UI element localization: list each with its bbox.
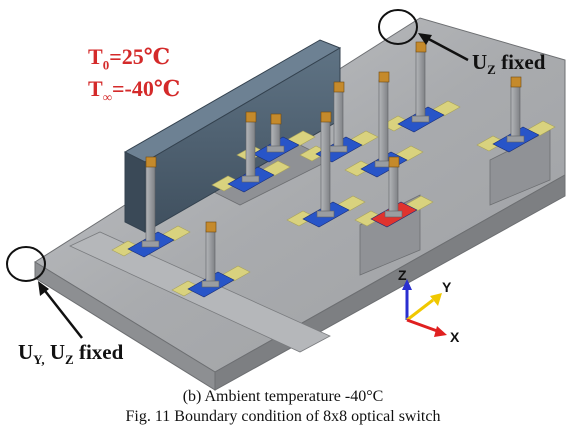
initial-temperature-label: T0=25℃ (88, 44, 171, 73)
switch-post (378, 79, 389, 166)
switch-post-foot (329, 145, 348, 153)
switch-tab (245, 111, 257, 123)
post-layer (141, 41, 525, 288)
switch-post-foot (316, 210, 335, 218)
subfigure-caption: (b) Ambient temperature -40°C (182, 388, 384, 405)
y-axis-head (430, 293, 442, 306)
x-axis-label: X (450, 329, 460, 345)
switch-post (415, 49, 426, 121)
z-axis-label: Z (398, 267, 407, 283)
switch-tab (333, 81, 345, 93)
switch-post-foot (384, 210, 403, 218)
switch-post-foot (266, 145, 285, 153)
bc-arrow-bottom-left (41, 286, 83, 339)
switch-tab (145, 156, 157, 168)
switch-post (205, 229, 216, 286)
bc-arrow-top-right (422, 34, 469, 62)
bc-arrowhead-bottom-left (38, 281, 49, 296)
switch-post (510, 84, 521, 141)
switch-post (320, 119, 331, 216)
switch-tab (415, 41, 427, 53)
switch-tab (270, 113, 282, 125)
bottom-left-boundary-label: UY, UZ fixed (18, 340, 124, 368)
switch-tab (205, 221, 217, 233)
switch-post (245, 119, 256, 181)
cover-beam (123, 39, 342, 233)
switch-post (145, 164, 156, 246)
switch-tab (510, 76, 522, 88)
bc-circle-top-right (378, 9, 418, 45)
switch-post (388, 164, 399, 216)
switch-post-foot (201, 280, 220, 288)
switch-post-foot (411, 115, 430, 123)
switch-tab (388, 156, 400, 168)
switch-post (333, 89, 344, 151)
switch-post-foot (506, 135, 525, 143)
ambient-temperature-label: T∞=-40℃ (88, 76, 181, 105)
switch-post-foot (241, 175, 260, 183)
axis-triad: Z Y X (398, 267, 460, 345)
y-axis (406, 298, 434, 322)
z-axis-head (402, 279, 412, 290)
base-plate (34, 17, 566, 391)
x-axis (406, 318, 441, 334)
switch-tab (378, 71, 390, 83)
bc-arrowhead-top-right (418, 33, 432, 45)
top-right-boundary-label: UZ fixed (472, 50, 546, 78)
figure-caption: Fig. 11 Boundary condition of 8x8 optica… (125, 408, 441, 425)
y-axis-label: Y (442, 279, 452, 295)
switch-post-foot (141, 240, 160, 248)
bc-circle-bottom-left (6, 246, 46, 282)
x-axis-head (434, 326, 447, 337)
switch-tab (320, 111, 332, 123)
